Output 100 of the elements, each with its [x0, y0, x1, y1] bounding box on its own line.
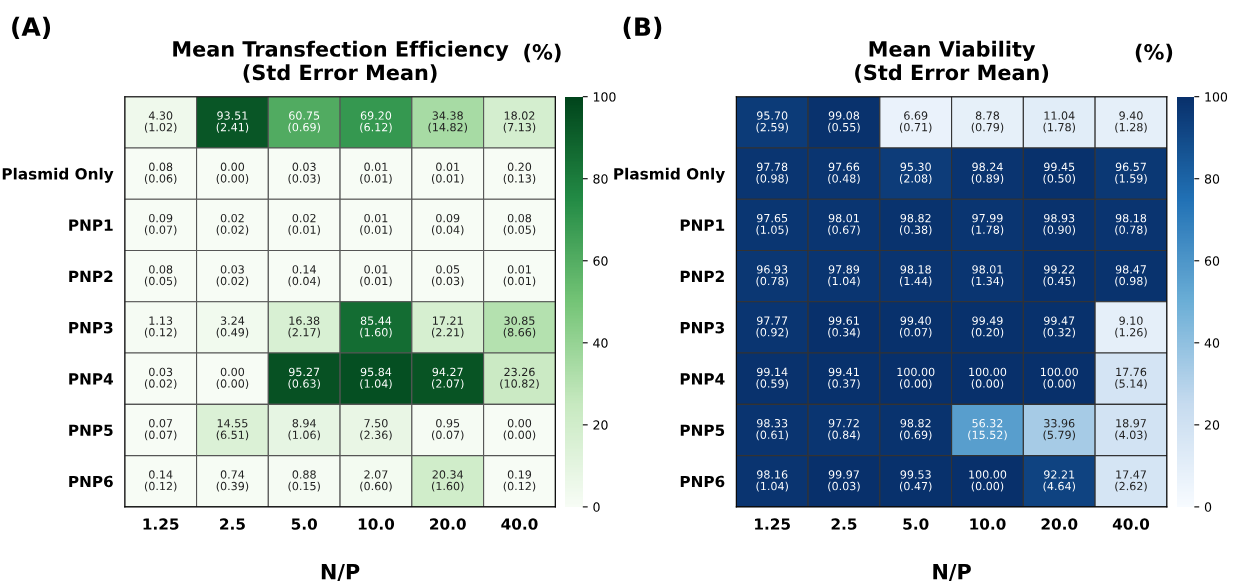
x-tick-label: 20.0	[430, 518, 466, 530]
data-label: 98.01 (1.34)	[971, 265, 1004, 287]
data-label: 0.09 (0.07)	[144, 213, 177, 236]
data-label: 96.57 (1.59)	[1115, 162, 1147, 184]
x-tick-label: 10.0	[970, 518, 1006, 530]
x-tick-label: 5.0	[291, 518, 317, 530]
data-label: 0.01 (0.01)	[360, 213, 392, 236]
color-bar-label: 60	[593, 256, 608, 266]
data-label: 0.00 (0.00)	[503, 419, 536, 441]
data-label: 17.47 (2.62)	[1115, 470, 1147, 492]
data-label: 98.18 (1.44)	[899, 265, 932, 287]
data-label: 0.08 (0.05)	[144, 265, 177, 287]
data-label: 94.27 (2.07)	[431, 367, 464, 390]
data-label: 0.03 (0.02)	[144, 367, 177, 390]
data-label: 95.84 (1.04)	[360, 367, 392, 390]
data-label: 97.89 (1.04)	[828, 265, 860, 287]
data-label: 8.78 (0.79)	[971, 111, 1004, 133]
data-label: 0.01 (0.01)	[431, 162, 464, 184]
data-label: 100.00 (0.00)	[969, 470, 1007, 492]
x-axis-title: N/P	[933, 563, 971, 582]
x-tick-label: 40.0	[1112, 518, 1150, 530]
data-label: 14.55 (6.51)	[216, 419, 249, 441]
data-label: 99.08 (0.55)	[828, 111, 860, 133]
x-tick-label: 40.0	[501, 518, 538, 530]
data-label: 97.72 (0.84)	[828, 419, 860, 441]
color-bar-label: 20	[593, 420, 608, 430]
data-label: 34.38 (14.82)	[428, 111, 467, 133]
data-label: 69.20 (6.12)	[360, 111, 392, 133]
data-label: 96.93 (0.78)	[756, 265, 788, 287]
data-label: 0.00 (0.00)	[216, 367, 249, 390]
data-label: 30.85 (8.66)	[503, 316, 536, 338]
data-label: 99.49 (0.20)	[971, 316, 1004, 338]
color-bar-title: (%)	[1135, 43, 1173, 63]
y-tick-label: PNP6	[69, 475, 113, 488]
data-label: 0.09 (0.04)	[431, 213, 464, 236]
data-label: 99.61 (0.34)	[828, 316, 860, 338]
color-bar-label: 40	[593, 338, 608, 348]
data-label: 0.02 (0.02)	[216, 213, 249, 236]
data-label: 100.00 (0.00)	[897, 367, 935, 390]
data-label: 2.07 (0.60)	[360, 470, 392, 492]
color-bar-title: (%)	[524, 43, 561, 63]
data-label: 0.05 (0.03)	[431, 265, 464, 287]
data-label: 60.75 (0.69)	[288, 111, 320, 133]
data-label: 0.95 (0.07)	[431, 419, 464, 441]
data-label: 98.47 (0.98)	[1115, 265, 1147, 287]
x-tick-label: 2.5	[220, 518, 245, 530]
x-tick-label: 2.5	[831, 518, 857, 530]
color-bar-label: 100	[593, 92, 616, 102]
color-bar-label: 60	[1204, 256, 1220, 266]
data-label: 98.18 (0.78)	[1115, 213, 1147, 236]
data-label: 92.21 (4.64)	[1043, 470, 1075, 492]
data-label: 99.97 (0.03)	[828, 470, 860, 492]
chart-title: Mean Transfection Efficiency (Std Error Mean)	[173, 40, 509, 83]
data-label: 99.40 (0.07)	[899, 316, 932, 338]
data-label: 97.78 (0.98)	[756, 162, 788, 184]
data-label: 20.34 (1.60)	[431, 470, 464, 492]
data-label: 18.02 (7.13)	[503, 111, 536, 133]
color-bar-label: 80	[1204, 174, 1220, 184]
data-label: 0.03 (0.02)	[216, 265, 249, 287]
data-label: 85.44 (1.60)	[360, 316, 392, 338]
data-label: 11.04 (1.78)	[1043, 111, 1075, 133]
data-label: 97.99 (1.78)	[971, 213, 1004, 236]
data-label: 0.74 (0.39)	[216, 470, 249, 492]
data-label: 9.10 (1.26)	[1115, 316, 1147, 338]
y-tick-label: PNP1	[680, 219, 725, 231]
color-bar-label: 80	[593, 174, 608, 184]
data-label: 0.14 (0.12)	[144, 470, 177, 492]
data-label: 99.41 (0.37)	[828, 367, 860, 390]
data-label: 0.88 (0.15)	[288, 470, 320, 492]
y-tick-label: Plasmid Only	[2, 167, 114, 183]
data-label: 0.20 (0.13)	[503, 162, 536, 184]
y-tick-label: PNP4	[680, 373, 725, 385]
data-label: 8.94 (1.06)	[288, 419, 320, 441]
color-bar-label: 0	[593, 502, 600, 512]
data-label: 99.45 (0.50)	[1043, 162, 1075, 184]
data-label: 95.27 (0.63)	[288, 367, 320, 390]
y-tick-label: PNP2	[69, 270, 113, 282]
data-label: 0.01 (0.01)	[360, 265, 392, 287]
y-tick-label: PNP4	[69, 373, 113, 385]
chart-title: Mean Viability (Std Error Mean)	[855, 40, 1049, 83]
data-label: 95.30 (2.08)	[899, 162, 932, 184]
data-label: 7.50 (2.36)	[360, 419, 392, 441]
data-label: 98.93 (0.90)	[1043, 213, 1075, 236]
color-bar-label: 20	[1204, 420, 1220, 430]
data-label: 0.08 (0.05)	[503, 213, 536, 236]
data-label: 98.16 (1.04)	[756, 470, 788, 492]
text: (B)	[623, 16, 662, 40]
y-tick-label: PNP6	[680, 475, 725, 488]
x-tick-label: 10.0	[358, 518, 395, 530]
data-label: 98.82 (0.38)	[899, 213, 932, 236]
data-label: 98.01 (0.67)	[828, 213, 860, 236]
data-label: 3.24 (0.49)	[216, 316, 249, 338]
data-label: 56.32 (15.52)	[968, 419, 1007, 441]
data-label: 97.66 (0.48)	[828, 162, 860, 184]
y-tick-label: PNP2	[680, 270, 724, 282]
data-label: 4.30 (1.02)	[144, 111, 177, 133]
data-label: 97.65 (1.05)	[756, 213, 788, 236]
data-label: 100.00 (0.00)	[1041, 367, 1078, 390]
data-label: 0.01 (0.01)	[503, 265, 536, 287]
data-label: 1.13 (0.12)	[144, 316, 177, 338]
